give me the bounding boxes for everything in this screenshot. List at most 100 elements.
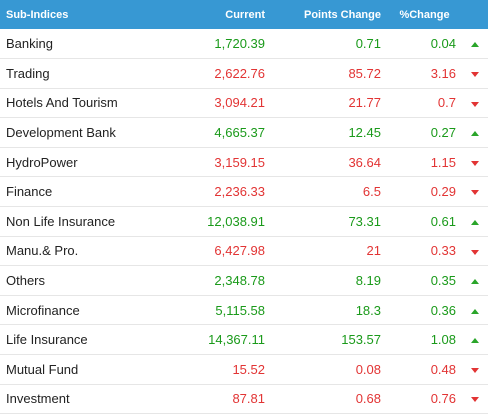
triangle-up-icon — [471, 279, 479, 285]
table-row[interactable]: Investment 87.81 0.68 0.76 — [0, 384, 488, 414]
table-row[interactable]: Finance 2,236.33 6.5 0.29 — [0, 176, 488, 207]
trend-cell — [462, 147, 488, 177]
current-value: 4,665.37 — [214, 125, 265, 141]
header-trend — [462, 0, 488, 29]
points-change-value: 36.64 — [348, 154, 381, 170]
table-row[interactable]: Life Insurance 14,367.11 153.57 1.08 — [0, 325, 488, 355]
points-change-value: 153.57 — [341, 332, 381, 348]
triangle-down-icon — [471, 367, 479, 373]
table-row[interactable]: Mutual Fund 15.52 0.08 0.48 — [0, 354, 488, 385]
table-row[interactable]: Microfinance 5,115.58 18.3 0.36 — [0, 295, 488, 325]
points-change-value: 6.5 — [362, 184, 381, 200]
current-value: 2,622.76 — [214, 65, 265, 81]
percent-change-value: 1.08 — [430, 332, 456, 348]
percent-change-value: 0.04 — [430, 36, 456, 52]
triangle-up-icon — [471, 42, 479, 48]
trend-cell — [462, 325, 488, 355]
points-change-value: 0.68 — [355, 391, 381, 407]
triangle-up-icon — [471, 308, 479, 314]
points-change-value: 21 — [366, 243, 381, 259]
trend-cell — [462, 29, 488, 59]
triangle-down-icon — [471, 249, 479, 255]
sub-index-name: Hotels And Tourism — [6, 95, 118, 111]
current-value: 2,236.33 — [214, 184, 265, 200]
sub-index-name: Investment — [6, 391, 70, 407]
percent-change-value: 1.15 — [430, 154, 456, 170]
table-row[interactable]: Non Life Insurance 12,038.91 73.31 0.61 — [0, 207, 488, 237]
triangle-down-icon — [471, 397, 479, 403]
trend-cell — [462, 177, 488, 207]
header-sub-indices[interactable]: Sub-Indices — [6, 8, 69, 21]
current-value: 3,159.15 — [214, 154, 265, 170]
percent-change-value: 0.36 — [430, 302, 456, 318]
sub-index-name: Mutual Fund — [6, 361, 79, 377]
percent-change-value: 0.76 — [430, 391, 456, 407]
triangle-down-icon — [471, 190, 479, 196]
trend-cell — [462, 118, 488, 148]
trend-cell — [462, 295, 488, 325]
points-change-value: 21.77 — [348, 95, 381, 111]
triangle-down-icon — [471, 101, 479, 107]
sub-index-name: Non Life Insurance — [6, 213, 116, 229]
current-value: 12,038.91 — [207, 213, 265, 229]
current-value: 87.81 — [232, 391, 265, 407]
triangle-up-icon — [471, 219, 479, 225]
table-row[interactable]: Hotels And Tourism 3,094.21 21.77 0.7 — [0, 88, 488, 118]
percent-change-value: 0.7 — [437, 95, 456, 111]
percent-change-value: 0.33 — [430, 243, 456, 259]
current-value: 6,427.98 — [214, 243, 265, 259]
sub-index-name: Others — [6, 273, 46, 289]
current-value: 3,094.21 — [214, 95, 265, 111]
trend-cell — [462, 266, 488, 296]
trend-cell — [462, 59, 488, 89]
trend-cell — [462, 355, 488, 385]
current-value: 2,348.78 — [214, 273, 265, 289]
sub-index-name: Trading — [6, 65, 50, 81]
current-value: 14,367.11 — [208, 332, 265, 348]
header-percent-change[interactable]: %Change — [399, 8, 450, 21]
trend-cell — [462, 88, 488, 118]
sub-index-name: Manu.& Pro. — [6, 243, 79, 259]
header-points-change[interactable]: Points Change — [303, 8, 381, 21]
current-value: 5,115.58 — [215, 302, 265, 318]
sub-index-name: Finance — [6, 184, 53, 200]
points-change-value: 12.45 — [348, 125, 381, 141]
points-change-value: 18.3 — [355, 302, 381, 318]
current-value: 15.52 — [232, 361, 265, 377]
points-change-value: 0.08 — [355, 361, 381, 377]
triangle-up-icon — [471, 131, 479, 137]
triangle-down-icon — [471, 71, 479, 77]
header-current[interactable]: Current — [225, 8, 265, 21]
percent-change-value: 0.48 — [430, 361, 456, 377]
table-row[interactable]: Development Bank 4,665.37 12.45 0.27 — [0, 117, 488, 148]
table-row[interactable]: Trading 2,622.76 85.72 3.16 — [0, 58, 488, 89]
table-row[interactable]: Manu.& Pro. 6,427.98 21 0.33 — [0, 236, 488, 266]
current-value: 1,720.39 — [214, 36, 265, 52]
table-row[interactable]: Banking 1,720.39 0.71 0.04 — [0, 29, 488, 59]
table-body: Banking 1,720.39 0.71 0.04 Trading 2,622.76 85… — [0, 29, 488, 414]
table-header-row: Sub-Indices Current Points Change %Chang… — [0, 0, 488, 29]
percent-change-value: 0.29 — [430, 184, 456, 200]
triangle-down-icon — [471, 160, 479, 166]
percent-change-value: 0.61 — [430, 213, 456, 229]
trend-cell — [462, 236, 488, 266]
sub-index-name: Development Bank — [6, 125, 116, 141]
percent-change-value: 3.16 — [430, 65, 456, 81]
sub-index-name: Microfinance — [6, 302, 80, 318]
table-row[interactable]: HydroPower 3,159.15 36.64 1.15 — [0, 147, 488, 177]
points-change-value: 73.31 — [348, 213, 381, 229]
trend-cell — [462, 207, 488, 237]
sub-index-name: Banking — [6, 36, 53, 52]
points-change-value: 85.72 — [348, 65, 381, 81]
points-change-value: 0.71 — [355, 36, 381, 52]
percent-change-value: 0.27 — [430, 125, 456, 141]
percent-change-value: 0.35 — [430, 273, 456, 289]
triangle-up-icon — [471, 338, 479, 344]
sub-index-name: Life Insurance — [6, 332, 88, 348]
trend-cell — [462, 384, 488, 414]
points-change-value: 8.19 — [355, 273, 381, 289]
table-row[interactable]: Others 2,348.78 8.19 0.35 — [0, 266, 488, 296]
sub-index-name: HydroPower — [6, 154, 78, 170]
